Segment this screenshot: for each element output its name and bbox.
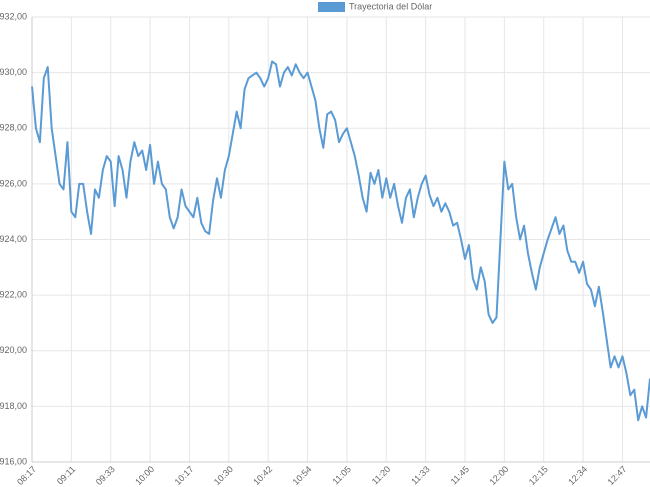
x-tick-label: 11:05: [330, 464, 353, 487]
x-tick-label: 12:00: [487, 464, 510, 487]
x-tick-label: 12:47: [606, 464, 629, 487]
x-tick-label: 09:33: [94, 464, 117, 487]
y-tick-label: $916,00: [0, 456, 27, 466]
x-tick-label: 12:34: [566, 464, 589, 487]
x-tick-label: 10:17: [173, 464, 196, 487]
y-tick-label: $922,00: [0, 290, 27, 300]
legend-swatch: [318, 2, 345, 12]
x-tick-label: 11:33: [409, 464, 432, 487]
y-tick-label: $920,00: [0, 345, 27, 355]
x-tick-label: 10:00: [133, 464, 156, 487]
y-tick-label: $928,00: [0, 123, 27, 133]
y-tick-label: $918,00: [0, 401, 27, 411]
y-tick-label: $930,00: [0, 67, 27, 77]
x-tick-label: 11:20: [370, 464, 393, 487]
price-line: [31, 60, 650, 422]
x-tick-label: 12:15: [527, 464, 550, 487]
x-tick-label: 10:54: [291, 464, 314, 487]
x-tick-label: 08:17: [15, 464, 38, 487]
legend-label: Trayectoria del Dólar: [349, 1, 432, 11]
x-tick-label: 10:42: [251, 464, 274, 487]
x-tick-label: 11:45: [449, 464, 472, 487]
x-tick-label: 10:30: [212, 464, 235, 487]
y-tick-label: $932,00: [0, 11, 27, 21]
y-tick-label: $926,00: [0, 178, 27, 188]
x-tick-label: 09:11: [55, 464, 78, 487]
y-tick-label: $924,00: [0, 234, 27, 244]
